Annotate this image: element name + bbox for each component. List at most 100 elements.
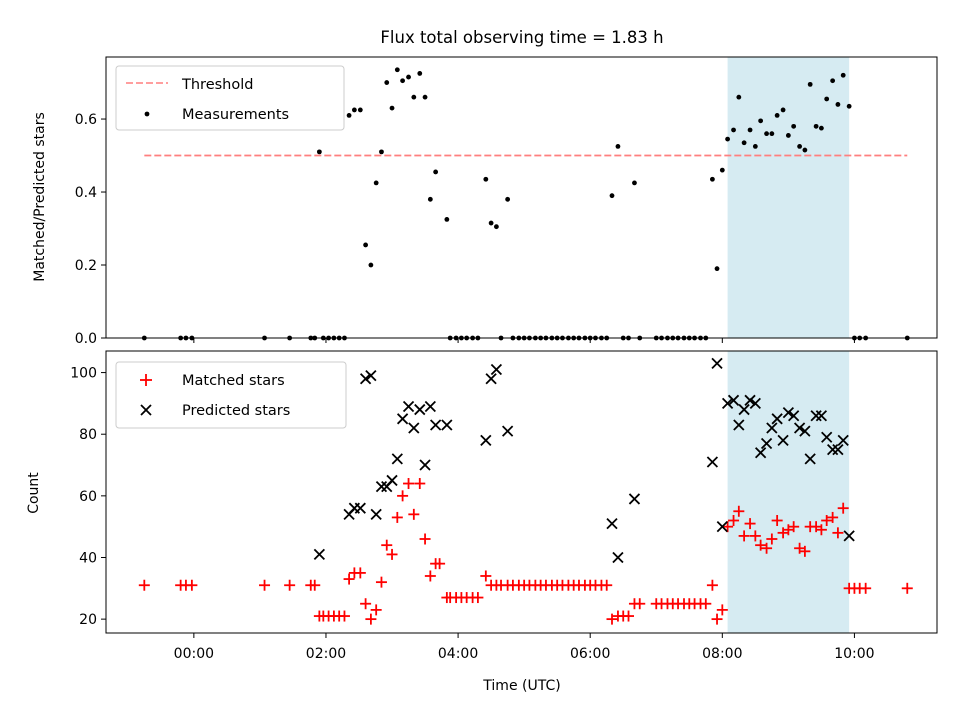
measurement-point — [493, 224, 499, 230]
predicted-marker-b — [480, 434, 492, 447]
predicted-marker-b — [365, 370, 377, 382]
measurement-point — [615, 144, 621, 149]
predicted-marker-b — [375, 480, 388, 493]
predicted-marker-b — [419, 459, 431, 471]
matched-star-marker — [749, 530, 761, 542]
measurement-point — [351, 107, 357, 113]
predicted-star-marker — [727, 394, 740, 406]
bottom-legend: Matched stars Predicted stars — [115, 361, 347, 429]
predicted-marker-b — [485, 373, 497, 385]
y-tick-label: 80 — [79, 427, 97, 443]
predicted-star-marker — [832, 443, 844, 456]
matched-star-marker — [375, 576, 387, 588]
legend-matched-swatch — [140, 374, 152, 386]
predicted-marker-b — [370, 508, 382, 520]
predicted-star-marker — [485, 373, 497, 385]
matched-star-marker — [860, 582, 872, 594]
predicted-marker-b — [754, 447, 767, 459]
predicted-star-marker — [793, 422, 806, 434]
predicted-star-marker — [777, 434, 789, 447]
matched-star-marker — [414, 478, 426, 490]
predicted-star-marker — [706, 456, 719, 468]
predicted-marker-b — [804, 453, 816, 465]
legend-measurements-swatch — [144, 111, 150, 117]
matched-star-marker — [837, 502, 849, 514]
predicted-marker-b — [628, 493, 641, 505]
matched-star-marker — [799, 545, 811, 557]
measurement-point — [758, 118, 764, 124]
y-tick-label: 40 — [79, 550, 97, 566]
predicted-marker-b — [810, 410, 822, 422]
measurement-point — [764, 131, 769, 137]
predicted-star-marker — [733, 419, 745, 431]
measurement-point — [389, 105, 395, 111]
matched-star-marker — [472, 592, 484, 604]
x-tick-label: 02:00 — [306, 646, 346, 662]
measurement-point — [316, 149, 322, 155]
matched-star-marker — [827, 511, 839, 523]
bottom-y-axis-label: Count — [26, 472, 42, 514]
matched-star-marker — [186, 579, 198, 591]
measurement-point — [769, 131, 775, 137]
predicted-marker-b — [826, 443, 839, 456]
measurement-point — [818, 125, 824, 131]
measurement-point — [417, 71, 423, 76]
matched-star-marker — [360, 598, 372, 610]
legend-threshold-label: Threshold — [181, 77, 253, 93]
top-legend: Threshold Measurements — [115, 65, 345, 131]
legend-measurements-label: Measurements — [182, 107, 289, 123]
predicted-star-marker — [760, 437, 773, 450]
matched-star-marker — [284, 579, 296, 591]
measurement-point — [400, 78, 405, 84]
matched-star-marker — [408, 508, 420, 520]
matched-star-marker — [309, 579, 321, 591]
measurement-point — [379, 149, 384, 155]
predicted-star-marker — [408, 422, 420, 434]
measurement-point — [830, 78, 836, 84]
predicted-marker-b — [354, 502, 366, 514]
predicted-marker-b — [832, 443, 844, 456]
predicted-marker-b — [788, 410, 800, 422]
x-tick-label: 04:00 — [438, 646, 478, 662]
matched-star-marker — [706, 579, 718, 591]
x-tick-label: 00:00 — [174, 646, 214, 662]
y-tick-label: 0.6 — [75, 112, 97, 128]
matched-star-marker — [403, 478, 415, 490]
measurement-point — [363, 242, 369, 248]
legend-predicted-swatch — [140, 404, 152, 416]
top-axes-frame — [105, 56, 938, 339]
x-tick-label: 06:00 — [570, 646, 610, 662]
matched-star-marker — [728, 515, 740, 527]
observing-span-rect — [727, 57, 850, 338]
predicted-star-markers — [313, 357, 855, 564]
predicted-marker-b — [843, 530, 855, 542]
predicted-star-marker — [419, 459, 431, 471]
matched-star-marker — [722, 521, 734, 533]
measurement-point — [785, 133, 791, 138]
measurement-point — [747, 127, 753, 133]
bottom-observing-span — [727, 351, 850, 633]
predicted-star-marker — [359, 373, 372, 385]
bottom-legend-box — [115, 361, 347, 429]
matched-star-marker — [738, 530, 750, 542]
predicted-star-marker — [313, 548, 326, 561]
predicted-marker-b — [716, 521, 728, 533]
predicted-star-marker — [365, 370, 377, 382]
measurement-point — [422, 94, 428, 100]
predicted-star-marker — [716, 521, 728, 533]
matched-star-marker — [391, 511, 403, 523]
predicted-star-marker — [441, 419, 453, 431]
top-y-axis-label: Matched/Predicted stars — [32, 112, 48, 282]
matched-star-marker — [901, 582, 913, 594]
predicted-marker-b — [391, 453, 403, 465]
predicted-marker-b — [612, 551, 624, 564]
predicted-star-marker — [771, 413, 783, 425]
ratio-panel: 0.0 0.2 0.4 0.6 Matched/Predicted stars Thr… — [32, 56, 938, 347]
matched-star-marker — [386, 548, 398, 560]
y-tick-label: 0.2 — [75, 258, 97, 274]
predicted-star-marker — [612, 551, 624, 564]
matched-star-marker — [138, 579, 150, 591]
predicted-marker-b — [408, 422, 420, 434]
predicted-star-marker — [799, 425, 811, 437]
measurement-point — [780, 107, 786, 113]
